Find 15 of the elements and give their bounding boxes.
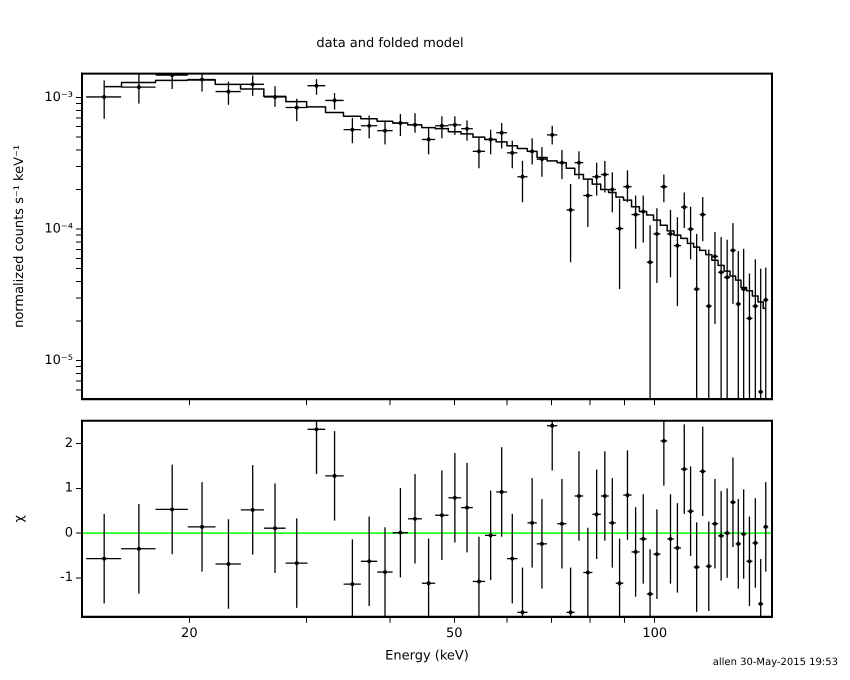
chart-title: data and folded model [316,36,464,52]
x-tick-label: 20 [181,626,198,641]
y-axis-title: normalized counts s⁻¹ keV⁻¹ [12,144,28,328]
y-tick-label: 10⁻³ [44,90,73,105]
y-tick-label: 10⁻⁵ [44,353,73,368]
y-axis-title: χ [12,514,28,523]
y-tick-label: 10⁻⁴ [44,222,73,236]
x-tick-label: 100 [642,626,668,641]
x-tick-label: 50 [446,626,463,641]
text: allen 30-May-2015 19:53 [712,657,838,668]
y-tick-label: 0 [64,525,73,540]
x-axis-title: Energy (keV) [385,648,469,664]
y-tick-label: -1 [60,570,73,586]
y-tick-label: 1 [64,480,73,496]
y-tick-label: 2 [64,436,73,451]
